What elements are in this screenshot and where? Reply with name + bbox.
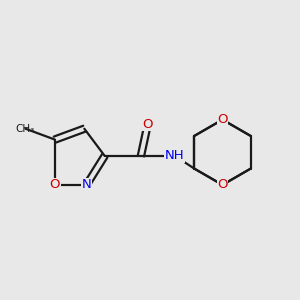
Text: NH: NH [165, 149, 185, 162]
Text: CH₃: CH₃ [16, 124, 35, 134]
Text: O: O [142, 118, 153, 131]
Text: N: N [82, 178, 92, 191]
Text: O: O [217, 113, 228, 126]
Text: O: O [50, 178, 60, 191]
Text: O: O [217, 178, 228, 191]
